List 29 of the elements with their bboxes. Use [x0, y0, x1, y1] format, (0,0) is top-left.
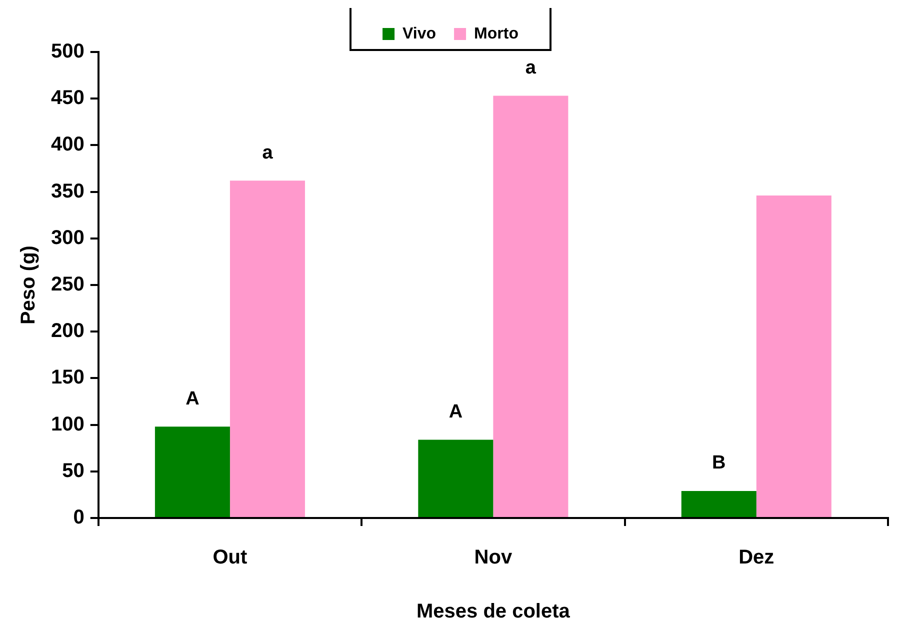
y-tick-label: 350 [50, 180, 84, 202]
y-tick-label: 500 [50, 40, 84, 63]
y-tick-label: 300 [50, 226, 84, 249]
y-tick-label: 100 [50, 413, 84, 436]
legend-label: Vivo [402, 25, 436, 42]
bar [154, 426, 230, 517]
y-axis-title: Peso (g) [18, 246, 40, 324]
y-tick-label: 0 [73, 506, 84, 529]
y-tick-label: 450 [50, 87, 84, 110]
bar [756, 196, 832, 517]
x-axis-title: Meses de coleta [416, 600, 571, 623]
y-tick-label: 50 [62, 460, 84, 482]
y-tick-label: 200 [50, 320, 84, 342]
legend-label: Morto [474, 25, 519, 42]
x-tick-label: Nov [474, 546, 513, 569]
bar [230, 180, 305, 517]
y-tick-label: 250 [50, 274, 84, 296]
x-tick-label: Out [212, 546, 248, 569]
annotation: a [262, 142, 274, 164]
annotation: B [712, 452, 726, 474]
x-tick-label: Dez [738, 546, 774, 569]
bar [681, 490, 756, 517]
annotation: a [525, 58, 536, 79]
bar [418, 440, 494, 517]
bar [493, 96, 568, 517]
annotation: A [186, 388, 200, 410]
annotation: A [448, 401, 463, 422]
y-tick-label: 150 [50, 366, 84, 389]
y-tick-label: 400 [50, 134, 84, 156]
